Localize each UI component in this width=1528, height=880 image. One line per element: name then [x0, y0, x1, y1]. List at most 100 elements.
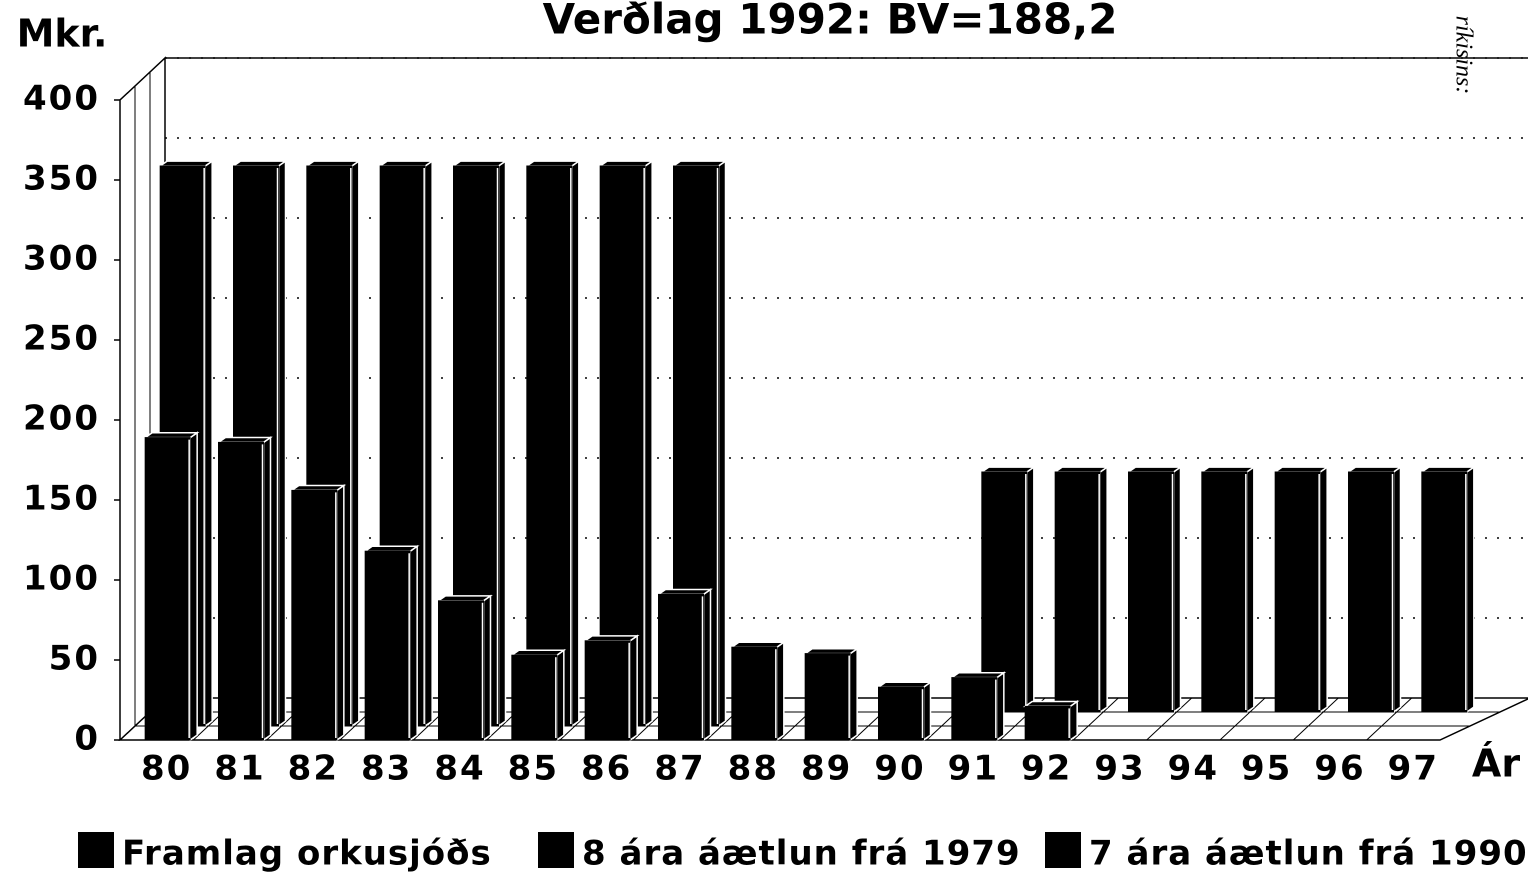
bar-top [1126, 466, 1183, 473]
bar-side [409, 544, 418, 742]
bar [584, 640, 631, 741]
bar-top [157, 160, 215, 167]
bar-top [231, 160, 288, 167]
bar [951, 677, 998, 741]
bar-top [802, 647, 860, 655]
bar-top [304, 160, 362, 167]
bar-side [571, 159, 580, 728]
bar [438, 600, 484, 741]
bar-top [582, 635, 640, 642]
y-tick-label: 200 [23, 399, 100, 439]
floor-line [1146, 697, 1193, 741]
x-tick-label: 91 [948, 749, 999, 789]
bar-side [424, 159, 433, 728]
x-axis-label: Ár [1472, 742, 1520, 786]
bar-side [1392, 465, 1402, 714]
bar-side [702, 588, 712, 742]
bar [1054, 471, 1101, 713]
bar-top [216, 436, 273, 444]
bar [1201, 471, 1248, 713]
bar [1024, 705, 1071, 741]
bar-top [1346, 466, 1403, 473]
bar [878, 686, 924, 741]
bar-top [876, 681, 933, 688]
bar-side [1466, 465, 1475, 714]
bar [1421, 471, 1468, 713]
bar-side [629, 634, 638, 742]
bar-top [656, 588, 713, 596]
bar-side [717, 159, 727, 728]
x-tick-label: 88 [728, 749, 779, 789]
bar-top [142, 431, 200, 439]
bar-side [351, 159, 360, 728]
bar-side [556, 648, 565, 742]
y-tick-label: 0 [74, 719, 100, 759]
chart-title: Verðlag 1992: BV=188,2 [543, 0, 1118, 44]
bar-top [1419, 466, 1477, 473]
bar-side [644, 159, 653, 728]
bar-side [776, 640, 785, 742]
y-axis-label: Mkr. [17, 12, 108, 56]
bar-side [482, 594, 492, 742]
bar-side [336, 484, 345, 742]
bar-side [497, 159, 507, 728]
legend-swatch [78, 832, 114, 868]
x-tick-label: 94 [1168, 749, 1219, 789]
bar [526, 165, 573, 727]
annotation: ríkisins: [1450, 16, 1476, 95]
floor-line [1366, 697, 1413, 741]
bar-side [1026, 465, 1035, 714]
bar-side [277, 159, 287, 728]
y-tick-label: 250 [23, 319, 100, 359]
x-tick-label: 85 [508, 749, 559, 789]
x-tick-label: 83 [361, 749, 412, 789]
floor-line [1292, 697, 1339, 741]
bar-top [451, 160, 508, 167]
y-tick-label: 300 [23, 239, 100, 279]
bar-top [436, 595, 493, 602]
x-tick-label: 86 [581, 749, 632, 789]
legend-swatch [538, 832, 574, 868]
floor-line [1219, 697, 1266, 741]
bar [731, 646, 778, 741]
legend-label: 7 ára áætlun frá 1990 [1089, 834, 1528, 874]
x-tick-label: 81 [214, 749, 265, 789]
y-tick-label: 150 [23, 479, 100, 519]
x-tick-label: 90 [874, 749, 925, 789]
bar-side [1246, 465, 1255, 714]
bar-side [1172, 465, 1182, 714]
bar-side [189, 431, 198, 742]
bar-top [362, 545, 420, 552]
bar-top [1199, 466, 1257, 473]
bar-side [1099, 465, 1108, 714]
x-tick-label: 97 [1388, 749, 1439, 789]
floor-line [1072, 697, 1119, 741]
x-tick-label: 87 [654, 749, 705, 789]
bar [658, 593, 704, 741]
bar-top [1272, 466, 1330, 473]
legend-label: 8 ára áætlun frá 1979 [582, 834, 1021, 874]
x-tick-label: 82 [288, 749, 339, 789]
bar-side [204, 159, 213, 728]
x-tick-label: 95 [1241, 749, 1292, 789]
bar [144, 437, 191, 741]
y-tick-label: 400 [23, 79, 100, 119]
bar-top [377, 160, 435, 167]
x-tick-label: 92 [1021, 749, 1072, 789]
bar-top [1052, 466, 1110, 473]
x-tick-label: 80 [141, 749, 192, 789]
bar-top [524, 160, 582, 167]
bar [364, 550, 411, 741]
y-tick-label: 350 [23, 159, 100, 199]
bar [291, 489, 338, 741]
bar [804, 653, 851, 741]
x-tick-label: 89 [801, 749, 852, 789]
legend-swatch [1045, 832, 1081, 868]
bar-top [509, 649, 567, 656]
bar-top [671, 160, 728, 167]
y-tick-label: 100 [23, 559, 100, 599]
bar [511, 654, 558, 741]
x-tick-label: 96 [1314, 749, 1365, 789]
bar-top [979, 466, 1037, 473]
